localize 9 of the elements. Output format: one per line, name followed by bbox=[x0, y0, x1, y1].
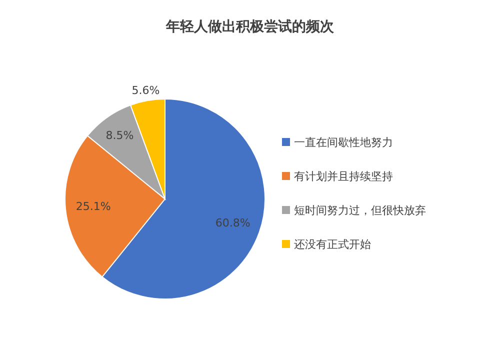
data-label: 25.1% bbox=[76, 200, 111, 213]
data-label: 60.8% bbox=[215, 216, 250, 230]
chart-title: 年轻人做出积极尝试的频次 bbox=[164, 18, 335, 37]
data-label: 5.6% bbox=[132, 84, 160, 98]
data-label: 8.5% bbox=[106, 128, 134, 142]
legend-label: 短时间努力过，但很快放弃 bbox=[294, 204, 426, 217]
legend-label: 一直在间歇性地努力 bbox=[294, 136, 393, 149]
legend-label: 有计划并且持续坚持 bbox=[294, 170, 393, 183]
legend-label: 还没有正式开始 bbox=[294, 238, 371, 251]
